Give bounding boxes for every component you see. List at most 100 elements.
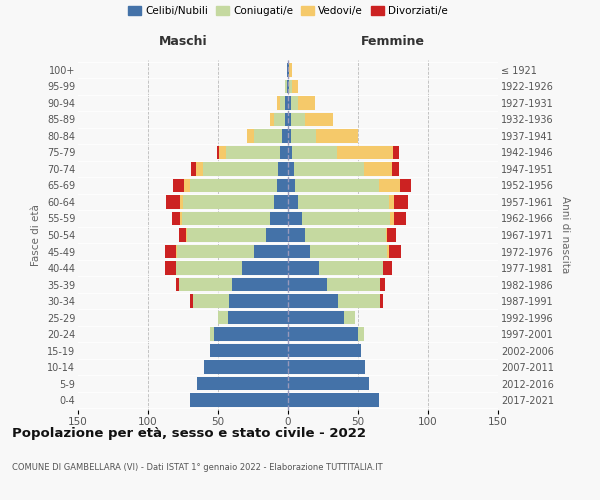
Bar — [285, 112, 288, 126]
Bar — [394, 195, 409, 209]
Bar — [204, 360, 288, 374]
Bar — [191, 162, 196, 175]
Y-axis label: Anni di nascita: Anni di nascita — [560, 196, 571, 274]
Bar — [183, 195, 274, 209]
Bar — [293, 162, 364, 175]
Bar — [217, 146, 220, 159]
Bar — [295, 178, 379, 192]
Bar — [337, 146, 393, 159]
Bar — [186, 228, 187, 242]
Bar — [190, 394, 288, 407]
Bar — [182, 212, 270, 226]
Bar — [274, 112, 285, 126]
Bar — [193, 294, 229, 308]
Bar — [285, 96, 288, 110]
Bar — [292, 80, 298, 93]
Bar — [277, 96, 280, 110]
Bar — [338, 294, 380, 308]
Bar — [305, 228, 386, 242]
Bar — [288, 360, 365, 374]
Bar — [288, 146, 292, 159]
Bar — [383, 261, 392, 275]
Bar — [379, 178, 400, 192]
Bar — [390, 212, 394, 226]
Text: Femmine: Femmine — [361, 36, 425, 49]
Bar — [196, 162, 203, 175]
Bar — [209, 344, 288, 358]
Bar — [289, 63, 292, 76]
Bar — [270, 212, 288, 226]
Bar — [176, 278, 179, 291]
Bar — [197, 377, 288, 390]
Bar — [288, 112, 291, 126]
Bar — [288, 344, 361, 358]
Bar — [344, 311, 355, 324]
Legend: Celibi/Nubili, Coniugati/e, Vedovi/e, Divorziati/e: Celibi/Nubili, Coniugati/e, Vedovi/e, Di… — [124, 2, 452, 21]
Bar — [277, 178, 288, 192]
Bar — [392, 162, 398, 175]
Bar — [291, 129, 316, 142]
Bar — [203, 162, 278, 175]
Bar — [291, 96, 298, 110]
Bar — [179, 228, 186, 242]
Bar — [288, 294, 338, 308]
Bar — [288, 228, 305, 242]
Bar — [288, 162, 293, 175]
Bar — [283, 129, 288, 142]
Bar — [180, 195, 183, 209]
Bar — [291, 112, 305, 126]
Bar — [287, 63, 288, 76]
Bar — [285, 80, 287, 93]
Bar — [358, 328, 364, 341]
Bar — [288, 212, 302, 226]
Bar — [289, 80, 292, 93]
Bar — [179, 278, 232, 291]
Bar — [288, 377, 369, 390]
Text: Popolazione per età, sesso e stato civile - 2022: Popolazione per età, sesso e stato civil… — [12, 428, 366, 440]
Bar — [288, 261, 319, 275]
Bar — [173, 178, 184, 192]
Bar — [270, 112, 274, 126]
Bar — [380, 278, 385, 291]
Bar — [176, 261, 242, 275]
Bar — [292, 146, 337, 159]
Bar — [166, 195, 180, 209]
Bar — [288, 178, 295, 192]
Bar — [172, 212, 180, 226]
Bar — [302, 212, 390, 226]
Bar — [288, 328, 358, 341]
Bar — [190, 178, 277, 192]
Bar — [242, 261, 288, 275]
Bar — [187, 228, 266, 242]
Bar — [288, 244, 310, 258]
Bar — [288, 80, 289, 93]
Bar — [288, 129, 291, 142]
Bar — [278, 162, 288, 175]
Bar — [388, 244, 389, 258]
Bar — [389, 244, 401, 258]
Bar — [184, 178, 190, 192]
Bar — [176, 244, 178, 258]
Bar — [254, 244, 288, 258]
Bar — [319, 261, 383, 275]
Bar — [220, 146, 226, 159]
Bar — [393, 146, 398, 159]
Bar — [288, 96, 291, 110]
Bar — [298, 96, 314, 110]
Bar — [364, 162, 392, 175]
Bar — [386, 228, 388, 242]
Bar — [209, 328, 214, 341]
Bar — [394, 212, 406, 226]
Bar — [266, 228, 288, 242]
Bar — [287, 80, 288, 93]
Bar — [280, 146, 288, 159]
Bar — [247, 129, 254, 142]
Bar — [310, 244, 388, 258]
Bar — [400, 178, 411, 192]
Bar — [280, 96, 285, 110]
Bar — [214, 328, 288, 341]
Bar — [327, 278, 380, 291]
Bar — [305, 112, 333, 126]
Bar — [316, 129, 358, 142]
Bar — [228, 311, 288, 324]
